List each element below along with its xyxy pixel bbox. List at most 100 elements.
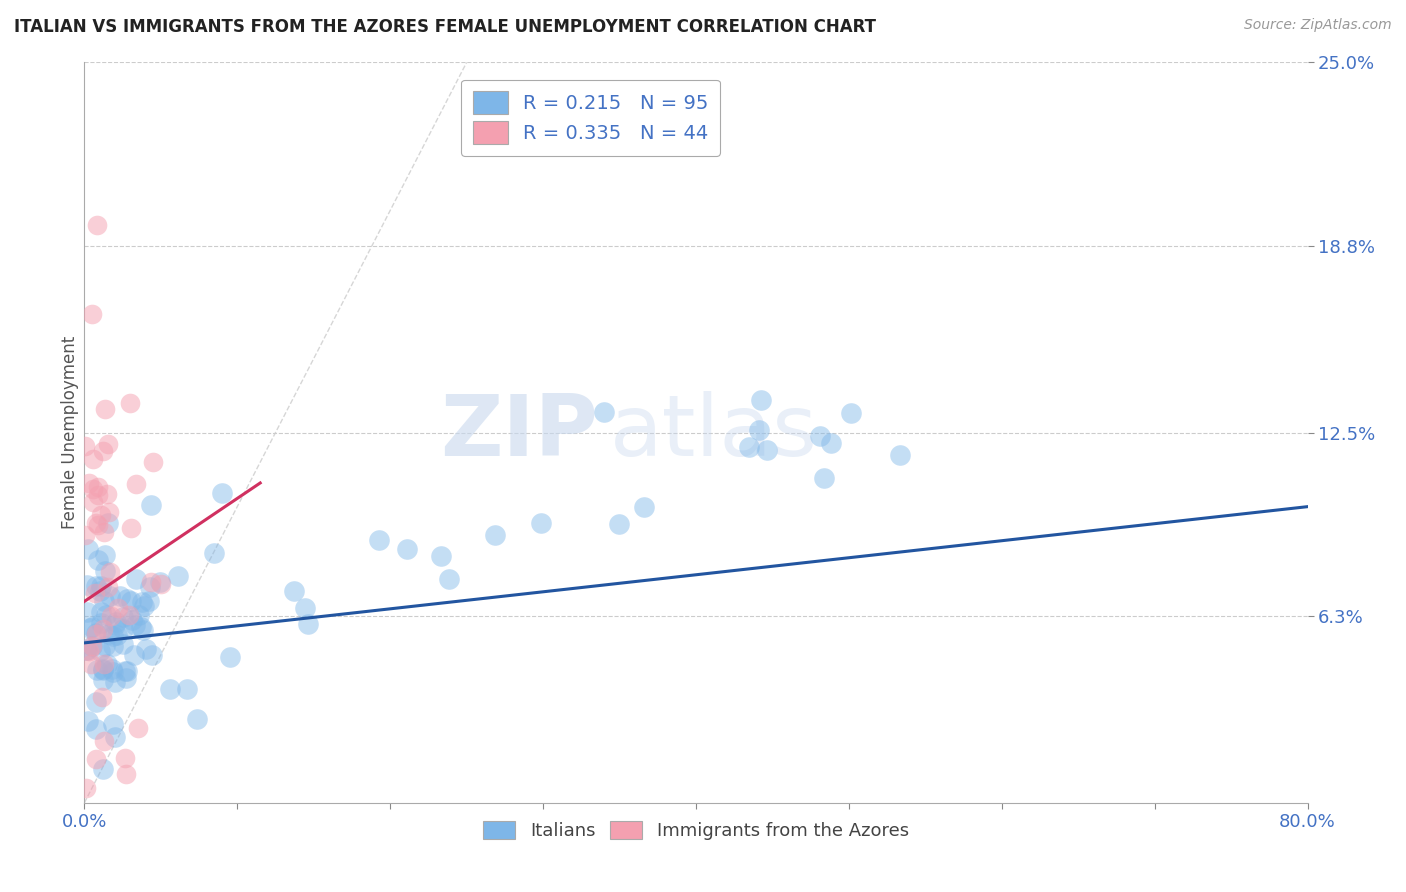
Point <box>114 664 136 678</box>
Point <box>73 439 96 453</box>
Point <box>139 581 162 595</box>
Point <box>167 569 190 583</box>
Point <box>149 577 172 591</box>
Point <box>124 617 146 632</box>
Point <box>82 482 104 496</box>
Point <box>633 500 655 514</box>
Point <box>124 648 146 662</box>
Point <box>75 643 97 657</box>
Point <box>607 516 630 531</box>
Point <box>120 593 142 607</box>
Text: atlas: atlas <box>610 391 818 475</box>
Point <box>820 436 842 450</box>
Point <box>98 566 121 580</box>
Point <box>283 584 305 599</box>
Point <box>294 600 316 615</box>
Point <box>84 752 107 766</box>
Point <box>87 518 110 533</box>
Text: ITALIAN VS IMMIGRANTS FROM THE AZORES FEMALE UNEMPLOYMENT CORRELATION CHART: ITALIAN VS IMMIGRANTS FROM THE AZORES FE… <box>14 18 876 36</box>
Point <box>86 480 108 494</box>
Point <box>84 579 107 593</box>
Point <box>86 219 108 233</box>
Legend: Italians, Immigrants from the Azores: Italians, Immigrants from the Azores <box>474 812 918 849</box>
Point <box>80 619 103 633</box>
Point <box>186 712 208 726</box>
Point <box>80 657 103 672</box>
Point <box>89 579 111 593</box>
Point <box>79 475 101 490</box>
Point <box>135 642 157 657</box>
Point <box>889 448 911 462</box>
Point <box>86 626 108 640</box>
Point <box>82 495 104 509</box>
Point <box>367 533 389 548</box>
Point <box>89 644 111 658</box>
Point <box>530 516 553 530</box>
Point <box>125 572 148 586</box>
Point <box>114 766 136 780</box>
Point <box>87 553 110 567</box>
Point <box>114 751 136 765</box>
Point <box>90 615 112 630</box>
Point <box>112 610 135 624</box>
Point <box>813 471 835 485</box>
Point <box>100 662 122 676</box>
Point <box>396 542 419 557</box>
Point <box>76 714 98 729</box>
Point <box>76 643 98 657</box>
Point <box>93 657 115 671</box>
Point <box>125 477 148 491</box>
Point <box>749 393 772 408</box>
Point <box>131 595 153 609</box>
Point <box>139 574 162 589</box>
Point <box>297 616 319 631</box>
Text: Source: ZipAtlas.com: Source: ZipAtlas.com <box>1244 18 1392 32</box>
Point <box>96 486 118 500</box>
Point <box>115 665 138 679</box>
Point <box>79 621 101 635</box>
Point <box>97 627 120 641</box>
Point <box>91 622 114 636</box>
Point <box>80 307 103 321</box>
Point <box>86 488 108 502</box>
Point <box>131 623 153 637</box>
Point <box>100 608 122 623</box>
Point <box>80 639 103 653</box>
Point <box>86 663 108 677</box>
Point <box>105 615 128 629</box>
Point <box>112 622 135 636</box>
Point <box>129 620 152 634</box>
Point <box>103 716 125 731</box>
Point <box>755 442 778 457</box>
Point <box>91 443 114 458</box>
Point <box>139 498 162 512</box>
Point <box>82 452 104 467</box>
Point <box>83 586 105 600</box>
Point <box>76 605 98 619</box>
Point <box>75 528 97 542</box>
Point <box>94 548 117 562</box>
Point <box>104 675 127 690</box>
Point <box>810 429 832 443</box>
Point <box>105 628 128 642</box>
Point <box>97 437 120 451</box>
Point <box>738 441 761 455</box>
Point <box>127 721 149 735</box>
Point <box>120 520 142 534</box>
Point <box>132 599 155 614</box>
Point <box>93 663 115 677</box>
Point <box>93 525 115 540</box>
Point <box>82 639 104 653</box>
Point <box>94 607 117 622</box>
Point <box>76 578 98 592</box>
Point <box>90 508 112 522</box>
Y-axis label: Female Unemployment: Female Unemployment <box>60 336 79 529</box>
Point <box>90 605 112 619</box>
Text: ZIP: ZIP <box>440 391 598 475</box>
Point <box>104 618 127 632</box>
Point <box>118 608 141 623</box>
Point <box>219 649 242 664</box>
Point <box>121 613 143 627</box>
Point <box>93 733 115 747</box>
Point <box>128 607 150 622</box>
